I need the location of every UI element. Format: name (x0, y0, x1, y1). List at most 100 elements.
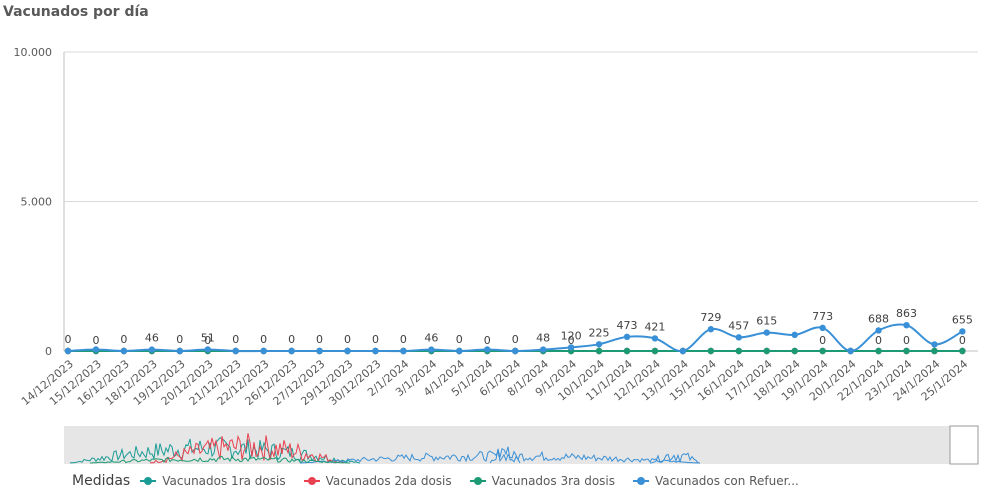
data-point (595, 341, 603, 348)
data-point (875, 327, 882, 334)
legend-item-2da-dosis[interactable]: Vacunados 2da dosis (303, 474, 452, 488)
legend-label: Vacunados 3ra dosis (491, 474, 615, 488)
data-label: 773 (812, 310, 833, 323)
legend-label: Vacunados 1ra dosis (162, 474, 286, 488)
legend-swatch-icon (469, 476, 486, 486)
data-label: 0 (92, 334, 99, 347)
data-label: 46 (424, 332, 438, 345)
data-point (484, 346, 491, 353)
data-point (595, 347, 603, 355)
data-point (344, 347, 351, 355)
data-point (148, 346, 156, 353)
data-point (204, 346, 211, 353)
legend-swatch-icon (303, 476, 320, 486)
navigator-trace (149, 433, 345, 464)
chart-title: Vacunados por día (3, 4, 149, 20)
data-label: 0 (875, 334, 882, 347)
data-label: 0 (903, 334, 910, 347)
data-point (260, 347, 267, 355)
y-tick-label: 10.000 (14, 46, 53, 59)
legend-item-1ra-dosis[interactable]: Vacunados 1ra dosis (140, 474, 286, 488)
data-label: 0 (372, 333, 379, 346)
data-point (456, 347, 463, 355)
data-point (428, 346, 435, 353)
data-point (623, 347, 631, 355)
data-label: 0 (568, 334, 575, 347)
data-point (64, 347, 72, 355)
legend-label: Vacunados 2da dosis (325, 474, 452, 488)
data-label: 0 (120, 333, 127, 346)
data-label: 0 (484, 334, 491, 347)
data-point (707, 326, 715, 333)
data-label: 0 (456, 333, 463, 346)
data-label: 120 (561, 329, 582, 342)
data-label: 0 (316, 333, 323, 346)
data-label: 473 (617, 319, 638, 332)
data-point (959, 328, 966, 335)
data-label: 0 (344, 333, 351, 346)
navigator-trace (89, 455, 351, 464)
navigator-trace (489, 446, 521, 464)
navigator-handle (949, 425, 979, 465)
data-point (819, 347, 826, 355)
data-label: 0 (260, 333, 267, 346)
data-label: 457 (728, 319, 749, 332)
data-point (931, 341, 938, 348)
data-point (288, 347, 295, 355)
data-label: 48 (536, 332, 550, 345)
data-point (539, 346, 547, 353)
legend-item-3ra-dosis[interactable]: Vacunados 3ra dosis (469, 474, 615, 488)
data-label: 615 (756, 315, 777, 328)
data-label: 0 (176, 333, 183, 346)
data-point (316, 347, 323, 355)
data-label: 863 (896, 307, 917, 320)
data-label: 0 (959, 334, 966, 347)
data-point (763, 347, 770, 355)
legend-swatch-icon (140, 476, 157, 486)
data-point (847, 347, 854, 355)
data-point (400, 347, 407, 355)
legend-item-refuerzo[interactable]: Vacunados con Refuer... (633, 474, 799, 488)
legend-label: Vacunados con Refuer... (655, 474, 799, 488)
navigator-trace (649, 452, 701, 464)
navigator-trace (299, 450, 701, 464)
legend-swatch-icon (633, 476, 649, 486)
data-point (707, 347, 715, 355)
data-point (623, 333, 631, 341)
data-label: 729 (700, 311, 721, 324)
data-label: 0 (512, 333, 519, 346)
data-point (651, 335, 659, 342)
data-point (232, 347, 239, 355)
data-point (372, 347, 379, 355)
data-label: 688 (868, 312, 889, 325)
data-point (875, 347, 882, 355)
data-point (512, 347, 519, 355)
navigator-track (64, 426, 978, 464)
data-label: 421 (644, 320, 665, 333)
data-point (567, 344, 575, 351)
data-point (735, 334, 742, 341)
data-label: 46 (145, 332, 159, 345)
data-point (959, 347, 966, 355)
data-point (791, 347, 798, 355)
data-point (176, 347, 183, 355)
data-point (120, 347, 128, 355)
data-label: 0 (232, 333, 239, 346)
data-point (903, 347, 910, 355)
data-label: 0 (204, 334, 211, 347)
data-point (903, 321, 910, 329)
data-point (735, 347, 742, 355)
mini-chart-navigator (64, 425, 979, 465)
data-label: 0 (65, 333, 72, 346)
series-4 (64, 321, 966, 355)
data-label: 0 (400, 333, 407, 346)
data-point (791, 331, 798, 339)
data-point (92, 346, 100, 353)
data-point (819, 324, 826, 332)
data-point (651, 347, 659, 355)
navigator-trace (69, 437, 361, 464)
legend-title: Medidas (72, 473, 131, 489)
data-label: 0 (819, 334, 826, 347)
data-point (763, 329, 770, 336)
